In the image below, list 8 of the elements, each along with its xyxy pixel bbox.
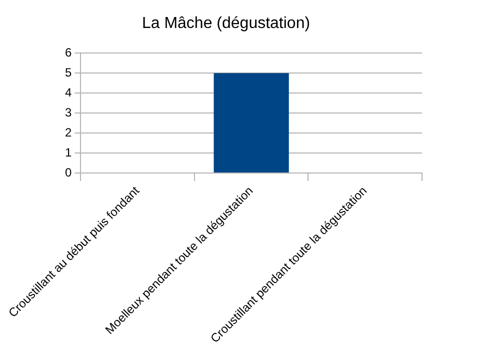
y-tick-label: 1	[64, 145, 72, 160]
y-tick-label: 5	[64, 65, 72, 80]
y-tick-label: 3	[64, 105, 72, 120]
y-tick-label: 0	[64, 165, 72, 180]
y-tick-label: 6	[64, 46, 72, 60]
y-tick-label: 2	[64, 125, 72, 140]
chart-title: La Mâche (dégustation)	[142, 15, 310, 32]
y-tick-label: 4	[64, 85, 72, 100]
